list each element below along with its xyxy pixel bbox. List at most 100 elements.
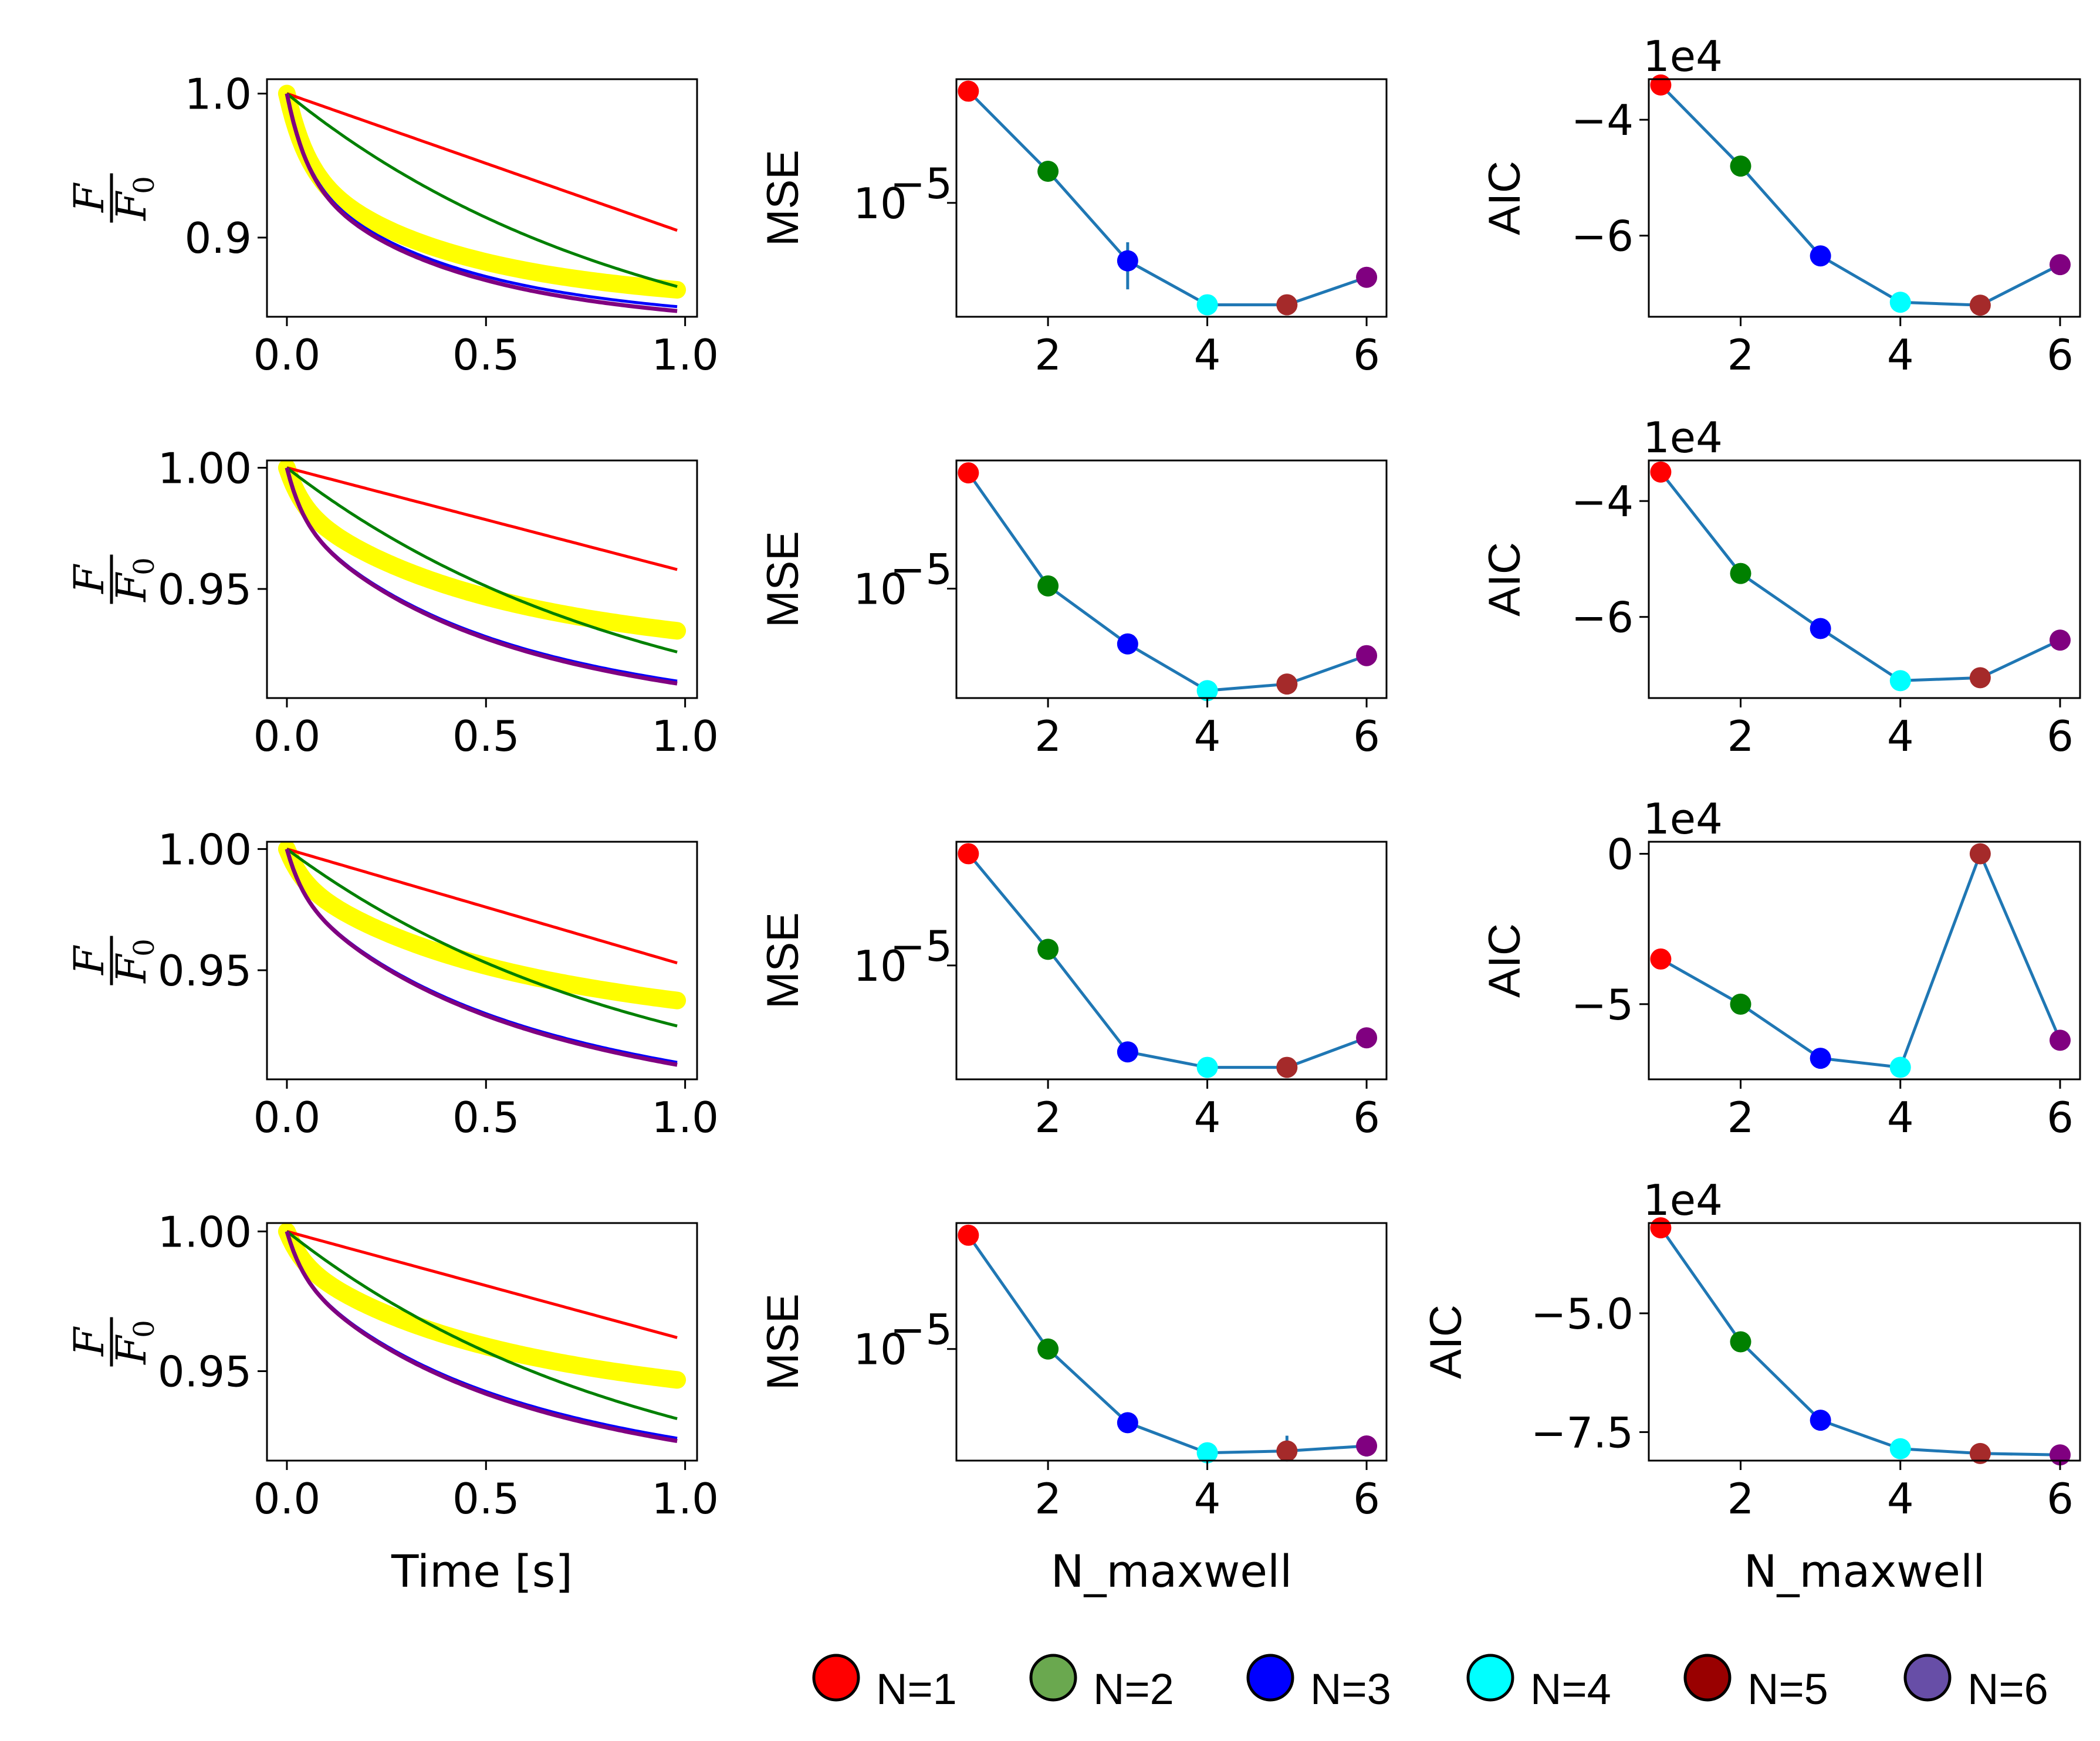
plot-area (967, 1234, 1368, 1461)
axes-frame (266, 841, 698, 1080)
marker-n5 (1969, 843, 1991, 865)
x-tick-label: 2 (1034, 1474, 1061, 1523)
marker-n2 (1730, 563, 1751, 584)
marker-n1 (958, 1224, 979, 1246)
x-axis-title: N_maxwell (1744, 1545, 1986, 1597)
marker-n6 (2049, 1029, 2071, 1051)
marker-n1 (1650, 948, 1672, 970)
y-tick-label-exponent: −5 (890, 922, 952, 971)
marker-n3 (1810, 618, 1831, 639)
axis-offset-label: 1e4 (1643, 1176, 1723, 1225)
plot-area (967, 90, 1367, 307)
legend-marker-n5 (1683, 1654, 1732, 1702)
series-line (1659, 84, 2061, 307)
x-tick-label: 0.0 (253, 330, 321, 380)
x-tick-label: 4 (1194, 330, 1221, 380)
axes-frame (955, 459, 1388, 699)
fit-line-N3 (285, 1231, 678, 1440)
legend-item-n5: N=5 (1683, 1654, 1828, 1713)
y-tick-label-exponent: −5 (890, 159, 952, 208)
x-tick-label: 2 (1034, 712, 1061, 761)
series-line (1659, 1227, 2061, 1457)
marker-n4 (1889, 292, 1911, 313)
y-tick-label: −5 (1571, 980, 1634, 1029)
fit-line-N3 (285, 467, 678, 683)
fit-line-N6 (285, 848, 678, 1067)
y-axis-label: FF0 (65, 173, 161, 223)
axis-offset-label: 1e4 (1643, 413, 1723, 462)
marker-n4 (1196, 1056, 1218, 1078)
fit-line-N1 (286, 92, 678, 232)
marker-n5 (1276, 1440, 1298, 1462)
x-tick-label: 4 (1194, 1474, 1221, 1523)
legend-label-n4: N=4 (1530, 1665, 1611, 1713)
y-axis-label: MSE (758, 1293, 808, 1390)
y-label-denominator-subscript: 0 (128, 939, 161, 957)
fit-line-N2 (286, 92, 678, 288)
axes-frame (266, 78, 698, 318)
axis-offset-label: 1e4 (1643, 32, 1723, 81)
x-tick-label: 0.0 (253, 712, 321, 761)
x-tick-label: 4 (1194, 712, 1221, 761)
legend-item-n2: N=2 (1029, 1654, 1174, 1713)
y-axis-label: MSE (758, 150, 808, 246)
axes-frame (1648, 841, 2081, 1080)
marker-n5 (1276, 294, 1298, 316)
marker-n3 (1117, 1412, 1138, 1434)
fit-line-N6 (285, 93, 678, 313)
data-band (278, 84, 687, 299)
x-tick-label: 2 (1727, 1474, 1754, 1523)
y-label-numerator: F (65, 945, 113, 976)
plot-area (1659, 1227, 2061, 1457)
marker-n1 (958, 462, 979, 484)
x-tick-label: 6 (2047, 1474, 2074, 1523)
marker-n2 (1037, 575, 1059, 597)
legend-label-n6: N=6 (1967, 1665, 2048, 1713)
marker-n2 (1037, 161, 1059, 182)
y-tick-label-base: 10 (853, 564, 907, 614)
y-tick-label: −4 (1571, 96, 1634, 145)
x-tick-label: 6 (2047, 712, 2074, 761)
panel-r1-force_relaxation: FF0 0.9 1.0 0.0 0.5 1.0 (65, 70, 719, 380)
data-band (278, 842, 687, 1010)
y-axis-label: AIC (1480, 161, 1530, 235)
y-tick-label: 0.95 (158, 946, 252, 995)
plot-area (1659, 471, 2061, 682)
marker-n2 (1730, 1331, 1751, 1353)
x-tick-label: 0.0 (253, 1093, 321, 1142)
marker-n6 (2049, 629, 2071, 651)
marker-n5 (1969, 667, 1991, 689)
y-axis-label: MSE (758, 912, 808, 1009)
marker-n3 (1810, 1048, 1831, 1069)
axis-offset-label: 1e4 (1643, 794, 1723, 844)
x-tick-label: 6 (1353, 1093, 1380, 1142)
plot-area (278, 1223, 687, 1444)
panel-r4-mse: 2 4 6 10−5 MSE N_maxwell (758, 1222, 1388, 1597)
legend-item-n3: N=3 (1246, 1654, 1391, 1713)
y-tick-label: −5.0 (1531, 1289, 1634, 1339)
plot-area (278, 460, 687, 686)
series-line (967, 1234, 1367, 1455)
marker-n4 (1196, 1442, 1218, 1464)
y-axis-label: MSE (758, 531, 808, 628)
panel-r2-mse: 2 4 6 10−5 MSE (758, 459, 1388, 761)
y-tick-label: 0 (1607, 830, 1634, 879)
panel-r4-aic: 2 4 6 −5.0 −7.5 AIC 1e4 N_maxwell (1421, 1176, 2081, 1597)
panel-r1-mse: 2 4 6 10−5 MSE (758, 78, 1388, 380)
y-tick-label: 1.0 (184, 70, 252, 119)
x-tick-label: 4 (1887, 1093, 1914, 1142)
series-line (967, 472, 1367, 692)
fit-line-N1 (286, 1229, 678, 1339)
y-tick-label: 1.00 (158, 443, 252, 493)
x-tick-label: 0.5 (452, 1093, 520, 1142)
x-tick-label: 1.0 (651, 1093, 719, 1142)
x-tick-label: 2 (1727, 712, 1754, 761)
panel-r3-aic: 2 4 6 0 −5 AIC 1e4 (1480, 794, 2081, 1142)
plot-area (1659, 84, 2061, 307)
series-line (967, 90, 1367, 307)
x-tick-label: 2 (1727, 330, 1754, 380)
marker-n6 (1356, 1435, 1378, 1457)
y-tick-label: 1.00 (158, 1207, 252, 1256)
